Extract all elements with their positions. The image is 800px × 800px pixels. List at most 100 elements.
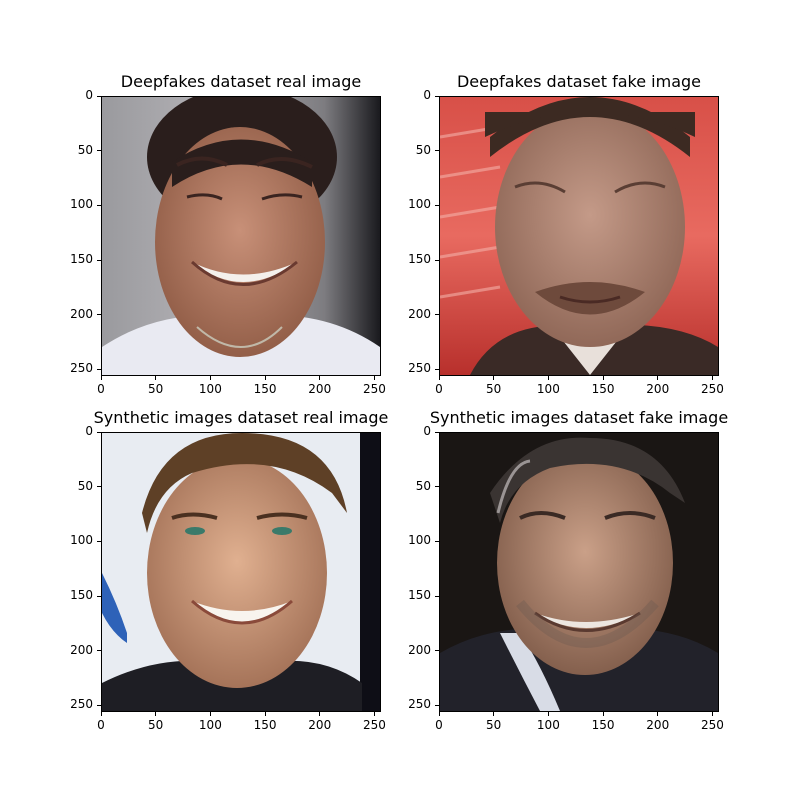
y-tick-label: 50 (415, 478, 431, 493)
x-tick-mark (711, 376, 713, 380)
x-tick-mark (657, 376, 659, 380)
x-tick-label: 200 (308, 382, 332, 396)
y-tick-label: 150 (408, 252, 431, 267)
y-tick-label: 100 (70, 197, 93, 212)
y-tick-label: 200 (70, 306, 93, 321)
y-tick-label: 0 (423, 88, 431, 102)
x-tick-label: 100 (198, 718, 222, 732)
panel-title-synthetic-real: Synthetic images dataset real image (93, 408, 389, 427)
x-tick-mark (373, 376, 375, 380)
y-tick-mark (97, 204, 101, 206)
y-tick-label: 100 (408, 533, 431, 548)
x-tick-label: 250 (700, 382, 724, 396)
y-tick-label: 250 (70, 361, 93, 376)
x-tick-label: 100 (536, 718, 560, 732)
y-tick-mark (97, 540, 101, 542)
y-tick-label: 200 (408, 306, 431, 321)
y-tick-mark (97, 368, 101, 370)
x-tick-mark (155, 712, 157, 716)
x-tick-label: 50 (486, 382, 502, 396)
image-deepfakes-real (101, 96, 381, 376)
x-tick-label: 150 (591, 718, 615, 732)
x-tick-label: 200 (646, 718, 670, 732)
y-tick-label: 100 (70, 533, 93, 548)
image-synthetic-fake (439, 432, 719, 712)
x-tick-label: 150 (253, 718, 277, 732)
x-tick-mark (264, 376, 266, 380)
x-tick-mark (155, 376, 157, 380)
y-tick-mark (435, 595, 439, 597)
x-tick-mark (319, 712, 321, 716)
y-tick-mark (435, 431, 439, 433)
x-tick-label: 150 (591, 382, 615, 396)
panel-title-synthetic-fake: Synthetic images dataset fake image (429, 408, 729, 427)
x-tick-mark (264, 712, 266, 716)
y-tick-mark (97, 259, 101, 261)
x-tick-label: 0 (97, 382, 105, 396)
y-tick-label: 250 (408, 697, 431, 712)
x-tick-label: 250 (700, 718, 724, 732)
y-tick-mark (435, 704, 439, 706)
y-tick-mark (435, 314, 439, 316)
y-tick-label: 250 (70, 697, 93, 712)
x-tick-mark (100, 376, 102, 380)
x-tick-mark (100, 712, 102, 716)
x-tick-mark (547, 712, 549, 716)
x-tick-mark (602, 712, 604, 716)
y-tick-label: 150 (408, 588, 431, 603)
x-tick-mark (602, 376, 604, 380)
x-tick-mark (493, 376, 495, 380)
y-tick-mark (97, 704, 101, 706)
y-tick-label: 200 (408, 642, 431, 657)
y-tick-mark (97, 431, 101, 433)
x-tick-label: 200 (646, 382, 670, 396)
x-tick-label: 200 (308, 718, 332, 732)
image-synthetic-real (101, 432, 381, 712)
x-tick-mark (657, 712, 659, 716)
x-tick-label: 0 (435, 382, 443, 396)
x-tick-mark (209, 376, 211, 380)
y-tick-mark (97, 650, 101, 652)
image-deepfakes-fake (439, 96, 719, 376)
y-tick-mark (97, 595, 101, 597)
x-tick-mark (209, 712, 211, 716)
y-tick-label: 50 (77, 142, 93, 157)
x-tick-mark (319, 376, 321, 380)
y-tick-mark (435, 650, 439, 652)
y-tick-mark (435, 150, 439, 152)
y-tick-label: 250 (408, 361, 431, 376)
y-tick-mark (97, 486, 101, 488)
y-tick-mark (435, 259, 439, 261)
y-tick-label: 0 (423, 424, 431, 438)
y-tick-label: 150 (70, 588, 93, 603)
x-tick-mark (438, 376, 440, 380)
y-tick-label: 150 (70, 252, 93, 267)
x-tick-mark (493, 712, 495, 716)
x-tick-label: 0 (97, 718, 105, 732)
x-tick-label: 50 (486, 718, 502, 732)
y-tick-label: 50 (77, 478, 93, 493)
x-tick-label: 0 (435, 718, 443, 732)
y-tick-mark (435, 486, 439, 488)
x-tick-mark (711, 712, 713, 716)
y-tick-mark (435, 540, 439, 542)
x-tick-mark (373, 712, 375, 716)
y-tick-mark (97, 150, 101, 152)
x-tick-label: 50 (148, 718, 164, 732)
x-tick-mark (547, 376, 549, 380)
x-tick-label: 50 (148, 382, 164, 396)
x-tick-label: 100 (198, 382, 222, 396)
panel-title-deepfakes-fake: Deepfakes dataset fake image (456, 72, 702, 91)
panel-title-deepfakes-real: Deepfakes dataset real image (120, 72, 362, 91)
y-tick-label: 50 (415, 142, 431, 157)
x-tick-label: 150 (253, 382, 277, 396)
x-tick-mark (438, 712, 440, 716)
y-tick-mark (97, 314, 101, 316)
y-tick-mark (435, 368, 439, 370)
y-tick-label: 0 (85, 88, 93, 102)
y-tick-label: 100 (408, 197, 431, 212)
y-tick-mark (435, 204, 439, 206)
x-tick-label: 100 (536, 382, 560, 396)
y-tick-label: 0 (85, 424, 93, 438)
